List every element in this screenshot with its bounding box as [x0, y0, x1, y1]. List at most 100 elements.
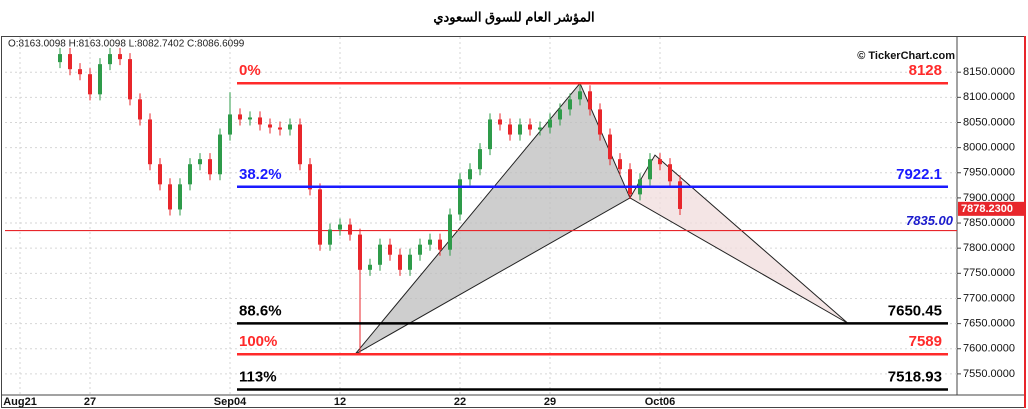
candle-body — [588, 91, 592, 110]
candle-body — [218, 134, 222, 175]
fib-value: 7650.45 — [888, 302, 942, 319]
candle-body — [148, 119, 152, 165]
last-price-label: 7878.2300 — [961, 203, 1013, 215]
candle-body — [428, 239, 432, 245]
ohlc-header: O:8163.0098 H:8163.0098 L:8082.7402 C:80… — [8, 39, 245, 50]
candle-body — [458, 179, 462, 215]
candle-body — [438, 239, 442, 250]
candle-body — [668, 164, 672, 182]
x-tick-label: Sep04 — [214, 396, 247, 408]
y-tick-label: 7700.0000 — [963, 292, 1015, 304]
x-tick-label: 12 — [334, 396, 346, 408]
candle-body — [318, 189, 322, 245]
candle-body — [188, 164, 192, 185]
candle-body — [128, 59, 132, 100]
last-price-box — [958, 201, 1024, 216]
candle-body — [598, 109, 602, 135]
y-tick-label: 7650.0000 — [963, 318, 1015, 330]
candle-body — [298, 124, 302, 165]
candle-body — [358, 234, 362, 270]
x-tick-label: 27 — [84, 396, 96, 408]
candle-body — [58, 54, 62, 63]
candle-body — [538, 127, 542, 130]
candle-body — [388, 244, 392, 255]
fib-value: 8128 — [909, 62, 942, 79]
pattern-xab — [354, 82, 631, 355]
candle-body — [118, 54, 122, 60]
candle-body — [258, 117, 262, 125]
y-tick-label: 7550.0000 — [963, 368, 1015, 380]
candle-body — [138, 99, 142, 120]
candle-body — [328, 229, 332, 245]
candle-body — [288, 124, 292, 130]
candle-body — [278, 127, 282, 130]
chart-title: المؤشر العام للسوق السعودي — [433, 9, 594, 25]
candle-body — [178, 184, 182, 210]
x-tick-label: 22 — [454, 396, 466, 408]
candle-body — [98, 64, 102, 95]
candle-body — [478, 149, 482, 170]
candle-body — [228, 114, 232, 135]
y-tick-label: 7950.0000 — [963, 167, 1015, 179]
candle-body — [628, 169, 632, 195]
fib-percent: 0% — [239, 62, 261, 79]
candle-body — [518, 124, 522, 135]
candle-body — [78, 69, 82, 75]
y-tick-label: 7850.0000 — [963, 217, 1015, 229]
x-tick-label: Oct06 — [645, 396, 676, 408]
y-tick-label: 8100.0000 — [963, 91, 1015, 103]
y-tick-label: 7600.0000 — [963, 343, 1015, 355]
candle-body — [658, 159, 662, 165]
candle-body — [498, 119, 502, 125]
candle-body — [198, 159, 202, 165]
candle-body — [558, 109, 562, 120]
candle-body — [618, 159, 622, 170]
candle-body — [88, 74, 92, 95]
candle-body — [378, 244, 382, 265]
fib-percent: 38.2% — [239, 166, 282, 183]
candle-body — [338, 224, 342, 230]
pattern-bcd — [629, 154, 849, 324]
fib-percent: 100% — [239, 333, 277, 350]
fib-value: 7589 — [909, 333, 942, 350]
candle-body — [348, 224, 352, 235]
candle-body — [678, 181, 682, 209]
candle-body — [238, 114, 242, 120]
candle-body — [268, 124, 272, 128]
candle-body — [568, 99, 572, 110]
candle-body — [418, 244, 422, 255]
candle-body — [608, 134, 612, 160]
candle-body — [168, 184, 172, 210]
y-tick-label: 8050.0000 — [963, 116, 1015, 128]
candle-body — [68, 54, 72, 70]
candle-body — [508, 124, 512, 135]
y-tick-label: 7900.0000 — [963, 192, 1015, 204]
candle-body — [528, 124, 532, 130]
candle-body — [578, 91, 582, 100]
fib-percent: 113% — [239, 368, 277, 385]
fib-value: 7518.93 — [888, 368, 942, 385]
watermark: © TickerChart.com — [857, 50, 955, 62]
y-tick-label: 8150.0000 — [963, 66, 1015, 78]
fib-percent: 88.6% — [239, 302, 282, 319]
candle-body — [108, 54, 112, 65]
fib-value: 7922.1 — [896, 166, 942, 183]
candle-body — [158, 164, 162, 185]
candle-body — [248, 117, 252, 120]
candle-body — [468, 169, 472, 180]
candle-body — [548, 119, 552, 128]
candle-body — [208, 159, 212, 175]
candle-body — [488, 119, 492, 150]
support-label: 7835.00 — [906, 213, 954, 228]
y-tick-label: 8000.0000 — [963, 142, 1015, 154]
y-tick-label: 7800.0000 — [963, 242, 1015, 254]
candle-body — [368, 264, 372, 270]
x-tick-label: Aug21 — [3, 396, 37, 408]
candle-body — [408, 254, 412, 270]
candle-body — [648, 159, 652, 180]
candle-body — [448, 214, 452, 250]
x-tick-label: 29 — [544, 396, 556, 408]
y-tick-label: 7750.0000 — [963, 267, 1015, 279]
candle-body — [398, 254, 402, 270]
